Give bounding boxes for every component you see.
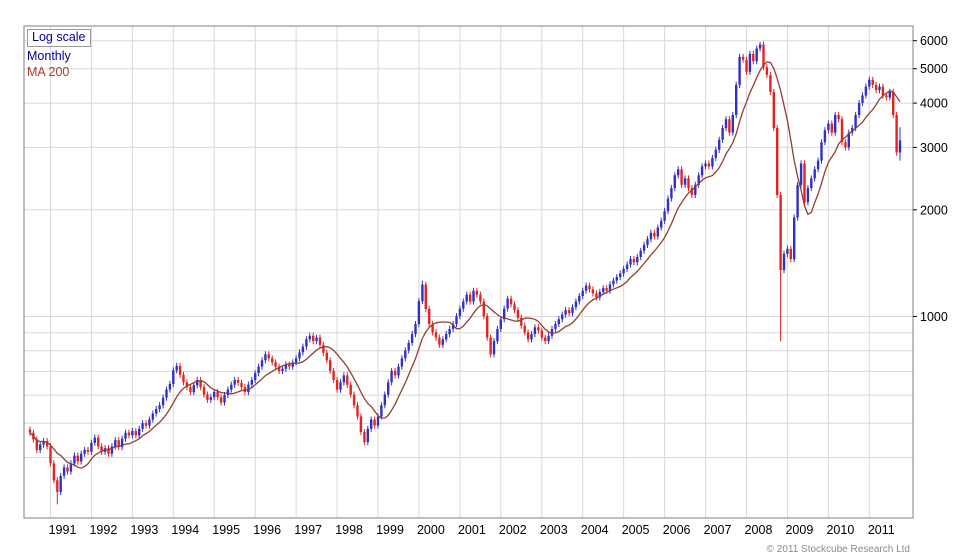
svg-text:2006: 2006	[663, 523, 691, 537]
chart-legend: Log scale Monthly MA 200	[27, 29, 91, 80]
svg-text:2011: 2011	[868, 523, 895, 537]
ma-line	[29, 61, 901, 469]
svg-text:1997: 1997	[294, 523, 322, 537]
plot-frame	[23, 25, 914, 519]
candles	[28, 41, 902, 505]
svg-text:1996: 1996	[253, 523, 281, 537]
svg-text:2004: 2004	[581, 523, 609, 537]
svg-text:3000: 3000	[920, 141, 948, 155]
svg-text:1994: 1994	[171, 523, 199, 537]
scale-label: Log scale	[27, 29, 91, 47]
svg-text:6000: 6000	[920, 34, 948, 48]
grid-lines	[24, 26, 913, 518]
copyright: © 2011 Stockcube Research Ltd	[766, 544, 910, 555]
svg-text:2009: 2009	[785, 523, 813, 537]
svg-text:2000: 2000	[920, 203, 948, 217]
svg-text:2010: 2010	[826, 523, 854, 537]
svg-text:1995: 1995	[212, 523, 240, 537]
svg-text:2007: 2007	[704, 523, 732, 537]
svg-text:2008: 2008	[745, 523, 773, 537]
interval-label: Monthly	[27, 49, 71, 63]
svg-text:1993: 1993	[130, 523, 158, 537]
ma-label: MA 200	[27, 65, 70, 79]
svg-text:1999: 1999	[376, 523, 404, 537]
svg-text:5000: 5000	[920, 62, 948, 76]
svg-text:2005: 2005	[622, 523, 650, 537]
svg-text:2003: 2003	[540, 523, 568, 537]
svg-text:1998: 1998	[335, 523, 363, 537]
svg-text:2002: 2002	[499, 523, 527, 537]
svg-text:2000: 2000	[417, 523, 445, 537]
y-axis-labels: 1000 2000 3000 4000 5000 6000	[913, 34, 948, 324]
svg-text:1991: 1991	[49, 523, 77, 537]
svg-text:1000: 1000	[920, 310, 948, 324]
x-axis-labels: 1991 1992 1993 1994 1995 1996 1997 1998 1999 2000…	[49, 523, 895, 537]
svg-text:1992: 1992	[89, 523, 117, 537]
svg-text:4000: 4000	[920, 97, 948, 111]
svg-text:2001: 2001	[458, 523, 486, 537]
